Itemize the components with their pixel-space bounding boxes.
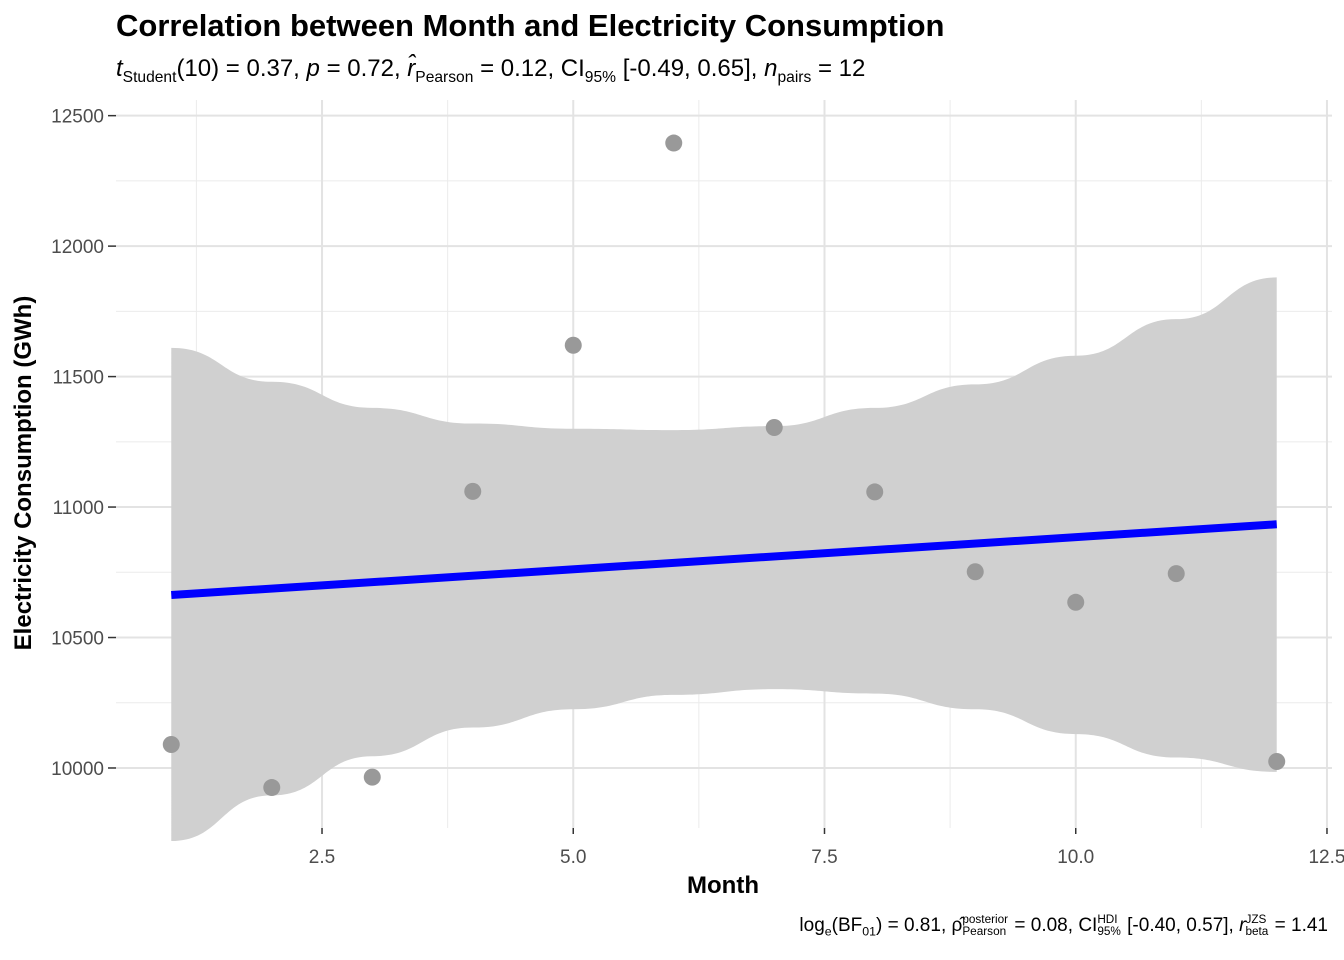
- x-axis-ticks: 2.5 5.0 7.5 10.0 12.5: [309, 828, 1344, 868]
- hdi-ci-scripts: HDI 95%: [1097, 914, 1121, 938]
- chart-subtitle: tStudent(10) = 0.37, p = 0.72, r̂Pearson…: [116, 55, 865, 87]
- data-point: [162, 736, 180, 754]
- x-tick-label: 10.0: [1057, 847, 1094, 868]
- chart-title: Correlation between Month and Electricit…: [116, 8, 945, 43]
- data-point: [665, 134, 683, 152]
- jzs-r-subscript: beta: [1245, 924, 1269, 938]
- hdi-ci-subscript: 95%: [1097, 924, 1121, 938]
- p-symbol: p: [306, 55, 320, 82]
- y-tick-label: 10000: [51, 759, 104, 780]
- y-tick-label: 11000: [53, 498, 104, 519]
- log-subscript: e: [824, 924, 832, 939]
- ci-value: [-0.49, 0.65],: [622, 55, 758, 82]
- n-subscript: pairs: [777, 68, 812, 86]
- y-axis-ticks: 10000 10500 11000 11500 12000 12500: [51, 107, 116, 780]
- bf-text: (BF: [831, 914, 863, 936]
- r-value: = 0.12,: [480, 55, 555, 82]
- regression-line: [171, 520, 1277, 599]
- regression-line-layer: [171, 520, 1277, 599]
- n-symbol: n: [764, 55, 778, 82]
- hdi-ci-symbol: CI: [1078, 914, 1098, 936]
- data-point: [1067, 593, 1085, 611]
- y-tick-label: 10500: [51, 629, 104, 650]
- data-point: [1167, 565, 1185, 583]
- rho-superscript: posterior: [962, 913, 1009, 926]
- t-value: (10) = 0.37,: [176, 55, 300, 82]
- hdi-ci-superscript: HDI: [1097, 913, 1118, 926]
- x-axis-title: Month: [687, 872, 759, 899]
- y-axis-title: Electricity Consumption (GWh): [10, 296, 37, 651]
- log-text: log: [799, 914, 825, 936]
- y-tick-label: 12000: [51, 237, 104, 258]
- bf-subscript: 01: [862, 924, 876, 939]
- data-points-layer: [162, 134, 1286, 797]
- data-point: [1268, 752, 1286, 770]
- jzs-r-scripts: JZS beta: [1245, 914, 1268, 938]
- n-value: = 12: [817, 55, 866, 82]
- ci-subscript: 95%: [584, 68, 617, 86]
- jzs-r-symbol: r: [1239, 914, 1246, 936]
- rho-symbol: ρ̂: [951, 914, 963, 936]
- y-tick-label: 12500: [51, 107, 104, 128]
- x-tick-label: 5.0: [560, 847, 586, 868]
- x-tick-label: 2.5: [309, 847, 335, 868]
- rho-scripts: posterior Pearson: [962, 914, 1008, 938]
- p-value: = 0.72,: [326, 55, 401, 82]
- data-point: [765, 418, 783, 436]
- x-tick-label: 7.5: [811, 847, 837, 868]
- data-point: [263, 779, 281, 797]
- bf-value: ) = 0.81,: [875, 914, 947, 936]
- y-tick-label: 11500: [53, 368, 104, 389]
- data-point: [363, 768, 381, 786]
- ci-symbol: CI: [560, 55, 585, 82]
- rho-value: = 0.08,: [1014, 914, 1074, 936]
- x-tick-label: 12.5: [1308, 847, 1344, 868]
- chart-caption: loge(BF01) = 0.81, ρ̂ posterior Pearson = …: [799, 914, 1328, 939]
- jzs-r-superscript: JZS: [1245, 913, 1267, 926]
- data-point: [464, 482, 482, 500]
- jzs-r-value: = 1.41: [1274, 914, 1328, 936]
- data-point: [866, 483, 884, 501]
- rho-subscript: Pearson: [962, 924, 1007, 938]
- t-subscript: Student: [122, 68, 177, 86]
- data-point: [564, 336, 582, 354]
- hdi-ci-value: [-0.40, 0.57],: [1127, 914, 1234, 936]
- r-subscript: Pearson: [415, 68, 474, 86]
- r-symbol: r̂: [407, 55, 416, 82]
- t-symbol: t: [116, 55, 123, 82]
- data-point: [966, 563, 984, 581]
